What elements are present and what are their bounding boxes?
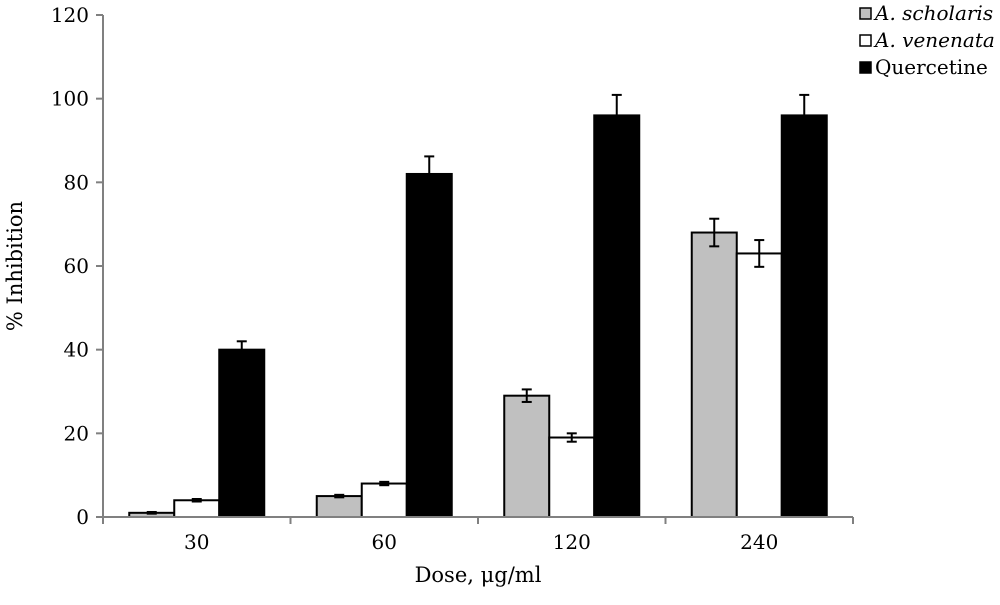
x-tick-label-60: 60: [372, 530, 397, 554]
y-tick-label-60: 60: [64, 254, 89, 278]
bar-a-venenata-240: [735, 252, 783, 518]
legend-swatch-quercetine: [859, 61, 872, 74]
y-tick-label-0: 0: [76, 505, 89, 529]
y-tick-label-100: 100: [51, 87, 89, 111]
legend-label-a-venenata: A. venenata: [873, 28, 995, 52]
legend-swatch-a-scholaris: [859, 7, 872, 20]
bar-a-venenata-30: [173, 499, 221, 518]
legend: A. scholaris A. venenata Quercetine: [859, 1, 995, 79]
bar-a-scholaris-120: [503, 394, 551, 518]
legend-label-quercetine: Quercetine: [875, 55, 988, 79]
bar-quercetine-240: [780, 114, 828, 519]
bar-quercetine-60: [405, 172, 453, 518]
bars-layer: [128, 93, 828, 519]
bar-quercetine-120: [593, 114, 641, 519]
axes-layer: 0 20 40 60 80 100 120 30 60 120 240 Dose, μg/ml % In…: [3, 3, 854, 587]
y-axis-title: % Inhibition: [3, 201, 27, 331]
x-tick-label-120: 120: [553, 530, 591, 554]
x-axis-title: Dose, μg/ml: [415, 563, 542, 587]
legend-label-a-scholaris: A. scholaris: [873, 1, 993, 25]
y-tick-label-120: 120: [51, 3, 89, 27]
legend-swatch-a-venenata: [859, 34, 872, 47]
y-tick-label-80: 80: [64, 170, 89, 194]
bar-a-venenata-60: [360, 482, 408, 518]
bar-quercetine-30: [218, 348, 266, 518]
y-tick-label-20: 20: [64, 421, 89, 445]
bar-a-venenata-120: [548, 436, 596, 518]
x-tick-label-30: 30: [184, 530, 209, 554]
y-tick-label-40: 40: [64, 338, 89, 362]
x-tick-label-240: 240: [740, 530, 778, 554]
bar-a-scholaris-60: [315, 495, 363, 519]
bar-a-scholaris-240: [690, 231, 738, 519]
